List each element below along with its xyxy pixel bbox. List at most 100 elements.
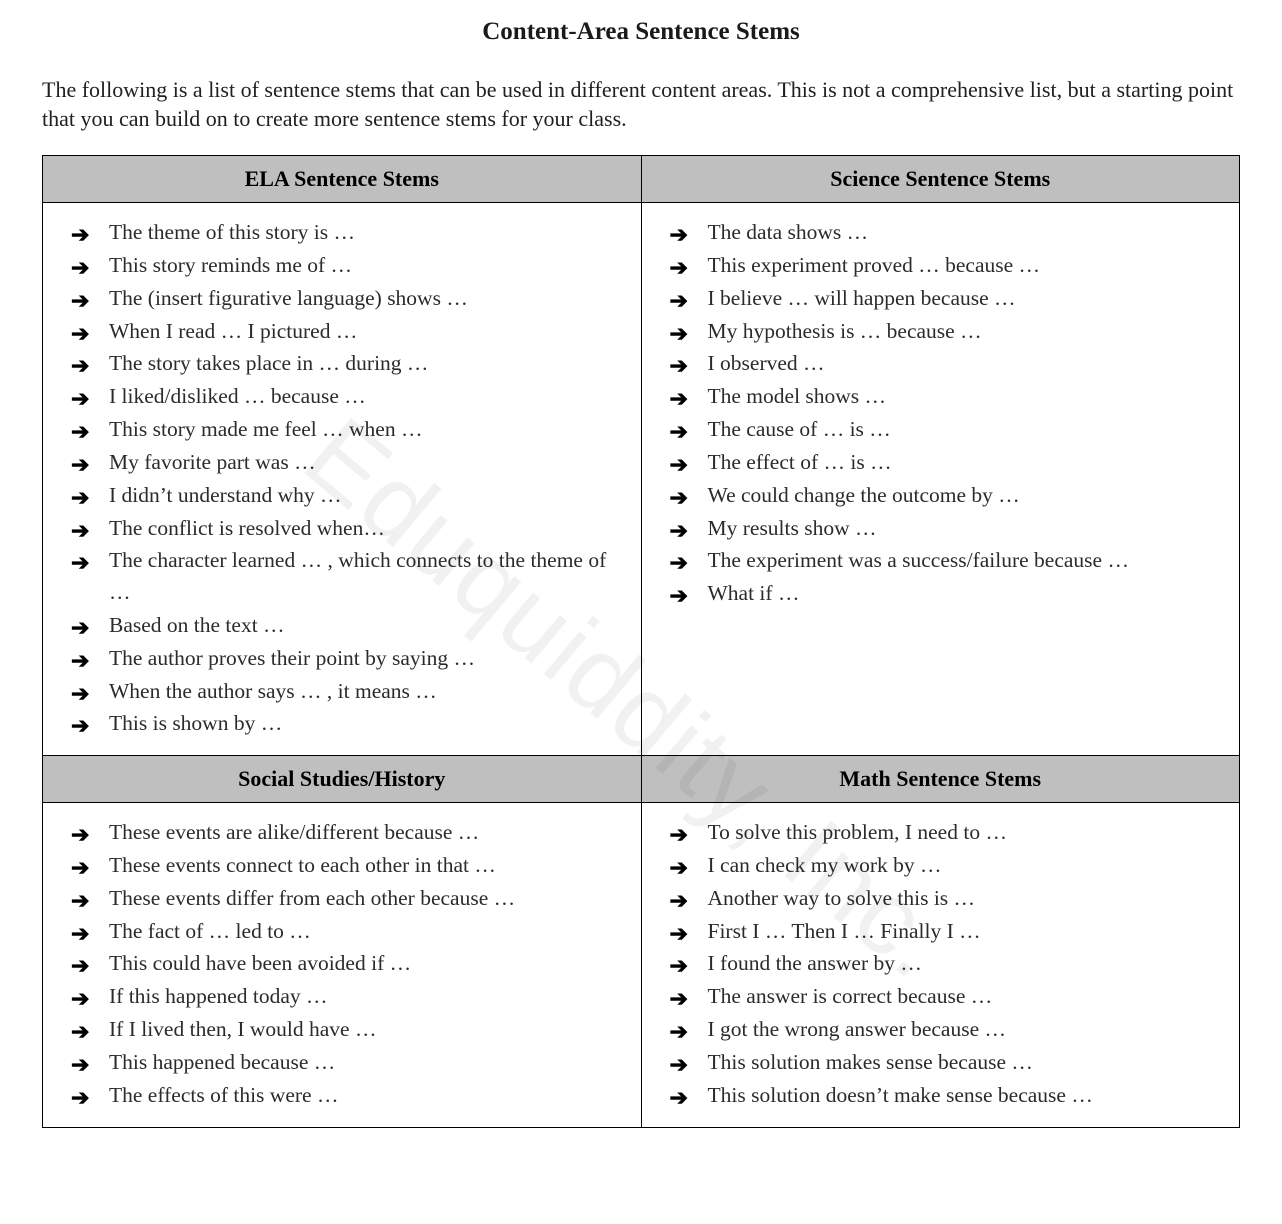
list-item-text: This could have been avoided if … — [109, 951, 411, 975]
list-item-text: I can check my work by … — [708, 853, 942, 877]
list-item: ➔The conflict is resolved when… — [65, 513, 623, 545]
arrow-icon: ➔ — [71, 482, 89, 515]
list-item-text: Another way to solve this is … — [708, 886, 976, 910]
list-item-text: The theme of this story is … — [109, 220, 355, 244]
arrow-icon: ➔ — [71, 645, 89, 678]
list-item: ➔First I … Then I … Finally I … — [664, 916, 1222, 948]
list-item-text: When I read … I pictured … — [109, 319, 357, 343]
list-item: ➔ These events differ from each other bec… — [65, 883, 623, 915]
arrow-icon: ➔ — [670, 416, 688, 449]
list-item: ➔ We could change the outcome by … — [664, 480, 1222, 512]
list-item-text: I didn’t understand why … — [109, 483, 342, 507]
list-item: ➔The model shows … — [664, 381, 1222, 413]
list-item-text: The cause of … is … — [708, 417, 891, 441]
list-item: ➔ If I lived then, I would have … — [65, 1014, 623, 1046]
arrow-icon: ➔ — [71, 350, 89, 383]
arrow-icon: ➔ — [670, 1049, 688, 1082]
list-item-text: The effect of … is … — [708, 450, 892, 474]
arrow-icon: ➔ — [71, 1082, 89, 1115]
cell-social-studies: ➔ These events are alike/different becaus… — [43, 803, 642, 1127]
arrow-icon: ➔ — [670, 449, 688, 482]
list-item-text: First I … Then I … Finally I … — [708, 919, 981, 943]
arrow-icon: ➔ — [670, 983, 688, 1016]
cell-science: ➔ The data shows … ➔This experiment proved… — [641, 203, 1240, 756]
list-item-text: The story takes place in … during … — [109, 351, 428, 375]
table-body-row-2: ➔ These events are alike/different becaus… — [43, 803, 1240, 1127]
list-item-text: I liked/disliked … because … — [109, 384, 366, 408]
list-item: ➔These events connect to each other in t… — [65, 850, 623, 882]
arrow-icon: ➔ — [71, 819, 89, 852]
list-item-text: These events are alike/different because… — [109, 820, 479, 844]
list-item-text: The model shows … — [708, 384, 887, 408]
arrow-icon: ➔ — [670, 219, 688, 252]
list-item: ➔ The experiment was a success/failure be… — [664, 545, 1222, 577]
list-item: ➔When the author says … , it means … — [65, 676, 623, 708]
arrow-icon: ➔ — [71, 383, 89, 416]
document-page: Content-Area Sentence Stems The followin… — [0, 0, 1282, 1128]
list-item: ➔ Another way to solve this is … — [664, 883, 1222, 915]
list-item: ➔ These events are alike/different becaus… — [65, 817, 623, 849]
list-item: ➔ I liked/disliked … because … — [65, 381, 623, 413]
list-item: ➔This story reminds me of … — [65, 250, 623, 282]
arrow-icon: ➔ — [670, 885, 688, 918]
list-item-text: Based on the text … — [109, 613, 285, 637]
arrow-icon: ➔ — [670, 950, 688, 983]
list-item: ➔I observed … — [664, 348, 1222, 380]
list-item-text: I got the wrong answer because … — [708, 1017, 1007, 1041]
list-item: ➔The (insert figurative language) shows … — [65, 283, 623, 315]
list-item: ➔ The effects of this were … — [65, 1080, 623, 1112]
arrow-icon: ➔ — [670, 547, 688, 580]
arrow-icon: ➔ — [670, 580, 688, 613]
header-social-studies: Social Studies/History — [43, 756, 642, 803]
arrow-icon: ➔ — [71, 950, 89, 983]
list-item: ➔ I found the answer by … — [664, 948, 1222, 980]
list-item-text: My hypothesis is … because … — [708, 319, 982, 343]
arrow-icon: ➔ — [71, 1016, 89, 1049]
list-item: ➔ The effect of … is … — [664, 447, 1222, 479]
list-item: ➔This experiment proved … because … — [664, 250, 1222, 282]
list-item-text: The experiment was a success/failure bec… — [708, 548, 1129, 572]
list-item: ➔Based on the text … — [65, 610, 623, 642]
arrow-icon: ➔ — [71, 885, 89, 918]
intro-paragraph: The following is a list of sentence stem… — [42, 76, 1240, 133]
arrow-icon: ➔ — [670, 252, 688, 285]
list-item-text: This story reminds me of … — [109, 253, 352, 277]
list-item: ➔The author proves their point by saying… — [65, 643, 623, 675]
list-item-text: My favorite part was … — [109, 450, 316, 474]
list-item: ➔ I got the wrong answer because … — [664, 1014, 1222, 1046]
list-item: ➔If this happened today … — [65, 981, 623, 1013]
list-item: ➔The theme of this story is … — [65, 217, 623, 249]
list-item-text: The effects of this were … — [109, 1083, 338, 1107]
list-item: ➔ This solution makes sense because … — [664, 1047, 1222, 1079]
list-item: ➔This story made me feel … when … — [65, 414, 623, 446]
list-item: ➔To solve this problem, I need to … — [664, 817, 1222, 849]
list-item-text: When the author says … , it means … — [109, 679, 437, 703]
header-math: Math Sentence Stems — [641, 756, 1240, 803]
list-item-text: What if … — [708, 581, 800, 605]
arrow-icon: ➔ — [71, 852, 89, 885]
cell-ela: ➔The theme of this story is …➔This story… — [43, 203, 642, 756]
list-item-text: These events differ from each other beca… — [109, 886, 515, 910]
list-item: ➔ My favorite part was … — [65, 447, 623, 479]
arrow-icon: ➔ — [670, 852, 688, 885]
list-item-text: The fact of … led to … — [109, 919, 311, 943]
arrow-icon: ➔ — [670, 318, 688, 351]
list-item-text: To solve this problem, I need to … — [708, 820, 1007, 844]
list-item-text: I believe … will happen because … — [708, 286, 1016, 310]
list-item-text: This solution doesn’t make sense because… — [708, 1083, 1093, 1107]
list-item-text: We could change the outcome by … — [708, 483, 1020, 507]
header-ela: ELA Sentence Stems — [43, 156, 642, 203]
list-item-text: This solution makes sense because … — [708, 1050, 1033, 1074]
arrow-icon: ➔ — [670, 350, 688, 383]
list-item-text: I found the answer by … — [708, 951, 922, 975]
list-item-text: The data shows … — [708, 220, 869, 244]
list-item-text: If I lived then, I would have … — [109, 1017, 376, 1041]
page-title: Content-Area Sentence Stems — [42, 18, 1240, 46]
arrow-icon: ➔ — [71, 449, 89, 482]
arrow-icon: ➔ — [670, 1016, 688, 1049]
table-header-row-2: Social Studies/History Math Sentence Ste… — [43, 756, 1240, 803]
arrow-icon: ➔ — [670, 482, 688, 515]
stems-table: ELA Sentence Stems Science Sentence Stem… — [42, 155, 1240, 1127]
list-item: ➔ I can check my work by … — [664, 850, 1222, 882]
list-item-text: My results show … — [708, 516, 877, 540]
